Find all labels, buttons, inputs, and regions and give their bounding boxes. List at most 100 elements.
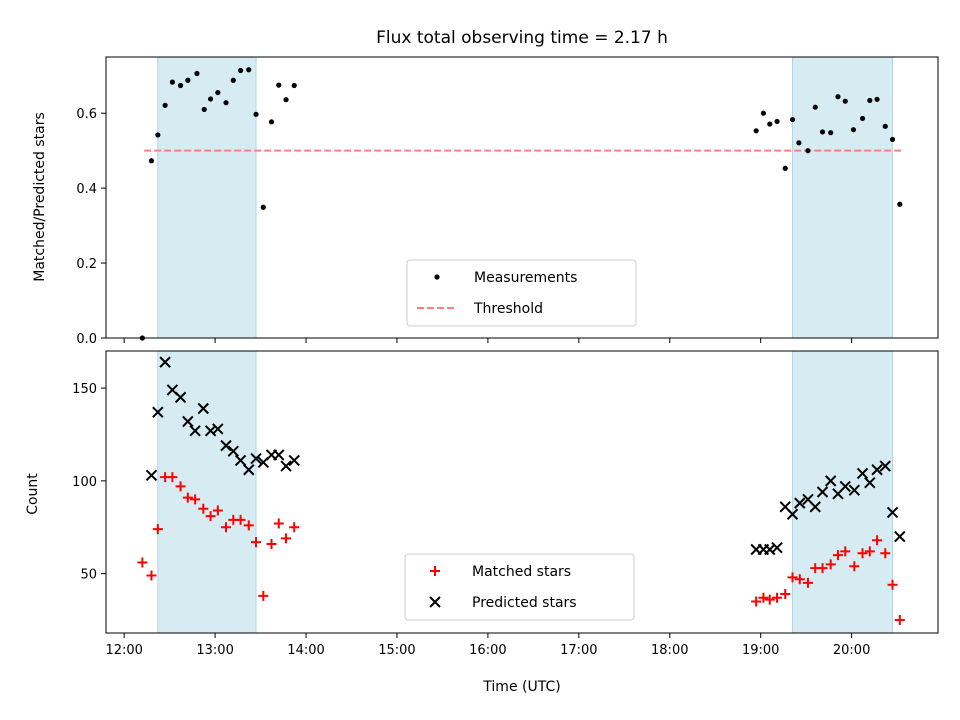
measurement-point [155, 132, 161, 138]
legend: Measurements Threshold [406, 259, 637, 327]
predicted-star-point [145, 469, 158, 482]
matched-star-point [273, 518, 284, 529]
matched-star-point [167, 472, 178, 483]
matched-star-point [894, 615, 905, 626]
x-tick-label: 14:00 [287, 643, 324, 658]
predicted-star-point [174, 391, 187, 404]
matched-star-point [832, 550, 843, 561]
legend-label: Predicted stars [472, 595, 577, 611]
legend-label: Threshold [473, 301, 543, 317]
measurement-point [268, 119, 275, 125]
y-tick-label: 50 [80, 568, 97, 583]
predicted-star-point [839, 480, 851, 493]
measurement-point [291, 82, 297, 89]
matched-star-point [794, 574, 805, 585]
matched-star-point [266, 538, 277, 549]
matched-star-point [289, 522, 300, 533]
predicted-star-point [152, 406, 164, 418]
measurement-point [201, 106, 207, 113]
y-tick-label: 0.6 [76, 107, 97, 122]
matched-star-point [258, 590, 269, 601]
measurement-point [782, 165, 788, 171]
predicted-star-point [288, 454, 300, 467]
observing-span [792, 350, 894, 634]
measurement-point [828, 130, 834, 136]
top-y-axis-label: Matched/Predicted stars [32, 112, 48, 282]
measurement-point [874, 96, 880, 102]
measurement-point [774, 118, 780, 125]
x-tick-label: 15:00 [378, 643, 415, 658]
matched-star-point [872, 535, 883, 546]
measurement-point [753, 128, 759, 134]
measurement-point [246, 67, 252, 73]
matched-star-point [190, 494, 201, 505]
matched-star-point [137, 557, 148, 568]
matched-star-point [251, 537, 262, 548]
measurement-point [789, 116, 796, 123]
matched-star-point [221, 522, 232, 533]
legend-measurement-marker [434, 274, 440, 280]
top-panel: 0.0 0.2 0.4 0.6 Measurements Threshold [76, 56, 939, 347]
measurement-point [760, 110, 767, 116]
matched-star-point [758, 592, 769, 603]
legend-predicted-marker [429, 596, 441, 608]
measurement-point [812, 104, 818, 110]
y-tick-label: 0.2 [76, 257, 97, 272]
matched-star-point [175, 481, 186, 492]
measurement-point [223, 100, 229, 106]
matched-star-point [817, 563, 828, 574]
measurement-point [897, 201, 903, 207]
measurement-point [842, 98, 848, 104]
y-tick-label: 150 [72, 382, 97, 397]
matched-star-point [840, 546, 851, 557]
predicted-star-point [243, 464, 255, 476]
measurement-point [194, 70, 200, 77]
measurement-point [867, 97, 873, 104]
x-tick-label: 13:00 [196, 643, 233, 658]
matched-star-point [780, 589, 791, 600]
predicted-star-point [816, 486, 829, 498]
x-tick-label: 19:00 [742, 643, 779, 658]
measurement-point [148, 158, 155, 164]
predicted-star-point [227, 445, 240, 457]
observing-span [792, 56, 894, 339]
predicted-star-point [848, 484, 861, 496]
legend-label: Matched stars [472, 564, 571, 580]
predicted-star-point [159, 356, 171, 368]
matched-star-point [857, 548, 868, 559]
y-tick-label: 0.4 [76, 182, 97, 197]
x-axis-label: Time (UTC) [482, 679, 560, 695]
x-tick-label: 16:00 [469, 643, 506, 658]
measurement-point [276, 82, 282, 88]
measurement-point [805, 148, 811, 154]
legend: Matched stars Predicted stars [404, 553, 635, 621]
legend-matched-marker [430, 566, 440, 576]
predicted-star-point [794, 497, 806, 509]
y-tick-label: 100 [72, 475, 97, 490]
measurement-point [283, 97, 289, 103]
legend-label: Measurements [474, 270, 577, 286]
predicted-star-point [764, 543, 776, 556]
legend-box [404, 553, 635, 621]
plot-frame [105, 56, 939, 339]
measurement-point [835, 94, 841, 100]
measurement-point [889, 136, 896, 143]
observing-span [157, 350, 257, 634]
predicted-star-point [771, 541, 783, 554]
measurement-point [169, 79, 175, 85]
predicted-star-point [809, 501, 821, 513]
matched-star-point [825, 559, 836, 570]
matched-star-point [849, 561, 860, 572]
matched-star-point [152, 524, 163, 535]
matched-star-point [864, 546, 875, 557]
predicted-star-point [879, 460, 891, 472]
predicted-star-point [273, 449, 285, 461]
predicted-star-point [197, 402, 210, 415]
predicted-star-point [280, 460, 292, 472]
matched-star-point [182, 492, 193, 503]
measurement-point [215, 89, 221, 96]
x-tick-label: 17:00 [560, 643, 597, 658]
measurement-point [850, 127, 857, 133]
measurement-point [796, 140, 802, 146]
